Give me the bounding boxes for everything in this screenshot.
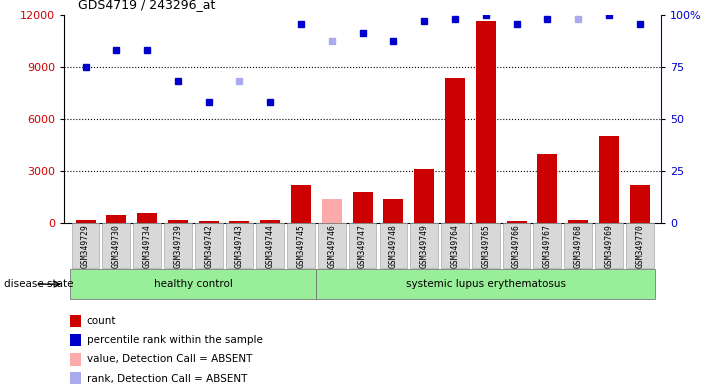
FancyBboxPatch shape xyxy=(318,223,346,268)
Bar xyxy=(630,185,650,223)
Bar xyxy=(538,154,557,223)
Bar xyxy=(445,78,465,223)
FancyBboxPatch shape xyxy=(410,223,438,268)
Text: GSM349729: GSM349729 xyxy=(81,224,90,268)
FancyBboxPatch shape xyxy=(164,223,192,268)
Text: GSM349745: GSM349745 xyxy=(296,224,306,268)
FancyBboxPatch shape xyxy=(380,223,407,268)
Bar xyxy=(70,334,81,346)
Bar xyxy=(75,220,95,223)
Text: GSM349734: GSM349734 xyxy=(143,224,151,268)
Text: disease state: disease state xyxy=(4,279,73,289)
FancyBboxPatch shape xyxy=(133,223,161,268)
Text: GDS4719 / 243296_at: GDS4719 / 243296_at xyxy=(78,0,215,12)
Text: systemic lupus erythematosus: systemic lupus erythematosus xyxy=(406,279,566,289)
Text: GSM349766: GSM349766 xyxy=(512,224,521,268)
FancyBboxPatch shape xyxy=(565,223,592,268)
Bar xyxy=(260,220,280,223)
Bar xyxy=(70,353,81,366)
FancyBboxPatch shape xyxy=(472,223,500,268)
Bar xyxy=(506,221,527,223)
Bar xyxy=(568,220,588,223)
Text: GSM349769: GSM349769 xyxy=(604,224,614,268)
Bar xyxy=(70,315,81,327)
FancyBboxPatch shape xyxy=(287,223,315,268)
Text: rank, Detection Call = ABSENT: rank, Detection Call = ABSENT xyxy=(87,374,247,384)
Text: value, Detection Call = ABSENT: value, Detection Call = ABSENT xyxy=(87,354,252,364)
FancyBboxPatch shape xyxy=(257,223,284,268)
FancyBboxPatch shape xyxy=(441,223,469,268)
Text: GSM349748: GSM349748 xyxy=(389,224,398,268)
Text: healthy control: healthy control xyxy=(154,279,232,289)
Text: count: count xyxy=(87,316,116,326)
FancyBboxPatch shape xyxy=(533,223,561,268)
FancyBboxPatch shape xyxy=(225,223,253,268)
Text: GSM349744: GSM349744 xyxy=(266,224,274,268)
Text: GSM349749: GSM349749 xyxy=(419,224,429,268)
Bar xyxy=(599,136,619,223)
Bar xyxy=(137,213,157,223)
Text: GSM349767: GSM349767 xyxy=(542,224,552,268)
Bar xyxy=(168,220,188,223)
Text: GSM349768: GSM349768 xyxy=(574,224,582,268)
Bar xyxy=(107,215,127,223)
FancyBboxPatch shape xyxy=(70,270,316,299)
Bar xyxy=(322,199,342,223)
Text: percentile rank within the sample: percentile rank within the sample xyxy=(87,335,262,345)
Bar xyxy=(353,192,373,223)
Text: GSM349747: GSM349747 xyxy=(358,224,367,268)
FancyBboxPatch shape xyxy=(195,223,223,268)
Bar xyxy=(383,199,403,223)
FancyBboxPatch shape xyxy=(316,270,655,299)
Text: GSM349765: GSM349765 xyxy=(481,224,491,268)
Text: GSM349746: GSM349746 xyxy=(327,224,336,268)
FancyBboxPatch shape xyxy=(595,223,623,268)
Bar xyxy=(230,221,250,223)
FancyBboxPatch shape xyxy=(626,223,653,268)
Text: GSM349743: GSM349743 xyxy=(235,224,244,268)
Text: GSM349770: GSM349770 xyxy=(635,224,644,268)
Bar xyxy=(476,21,496,223)
FancyBboxPatch shape xyxy=(349,223,376,268)
FancyBboxPatch shape xyxy=(503,223,530,268)
Bar xyxy=(415,169,434,223)
FancyBboxPatch shape xyxy=(102,223,130,268)
Bar xyxy=(198,221,219,223)
Bar xyxy=(70,372,81,384)
Text: GSM349764: GSM349764 xyxy=(451,224,459,268)
Text: GSM349742: GSM349742 xyxy=(204,224,213,268)
Text: GSM349739: GSM349739 xyxy=(173,224,183,268)
Text: GSM349730: GSM349730 xyxy=(112,224,121,268)
Bar xyxy=(291,185,311,223)
FancyBboxPatch shape xyxy=(72,223,100,268)
